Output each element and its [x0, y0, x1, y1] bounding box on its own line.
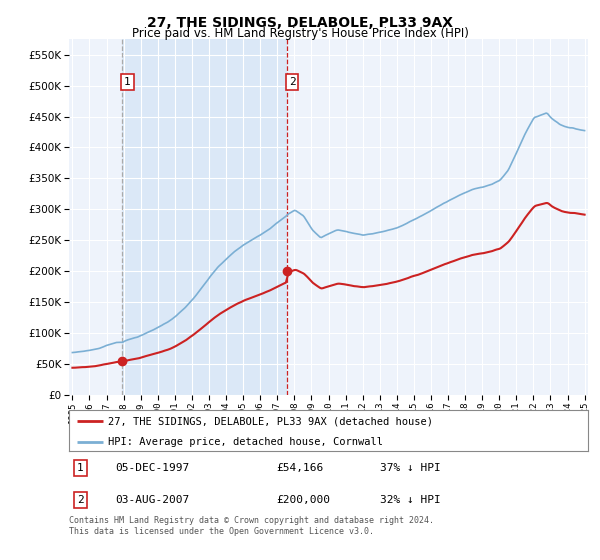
Text: 2: 2	[77, 495, 84, 505]
Text: 32% ↓ HPI: 32% ↓ HPI	[380, 495, 441, 505]
Text: 2: 2	[289, 77, 296, 87]
Text: Contains HM Land Registry data © Crown copyright and database right 2024.
This d: Contains HM Land Registry data © Crown c…	[69, 516, 434, 536]
Bar	[122, 39, 287, 395]
Text: 03-AUG-2007: 03-AUG-2007	[116, 495, 190, 505]
Text: 27, THE SIDINGS, DELABOLE, PL33 9AX (detached house): 27, THE SIDINGS, DELABOLE, PL33 9AX (det…	[108, 417, 433, 426]
Text: 05-DEC-1997: 05-DEC-1997	[116, 463, 190, 473]
Text: 27, THE SIDINGS, DELABOLE, PL33 9AX: 27, THE SIDINGS, DELABOLE, PL33 9AX	[147, 16, 453, 30]
Text: 1: 1	[77, 463, 84, 473]
Text: 37% ↓ HPI: 37% ↓ HPI	[380, 463, 441, 473]
Text: HPI: Average price, detached house, Cornwall: HPI: Average price, detached house, Corn…	[108, 437, 383, 447]
Text: Price paid vs. HM Land Registry's House Price Index (HPI): Price paid vs. HM Land Registry's House …	[131, 27, 469, 40]
Text: £200,000: £200,000	[277, 495, 331, 505]
Text: £54,166: £54,166	[277, 463, 324, 473]
Text: 1: 1	[124, 77, 131, 87]
